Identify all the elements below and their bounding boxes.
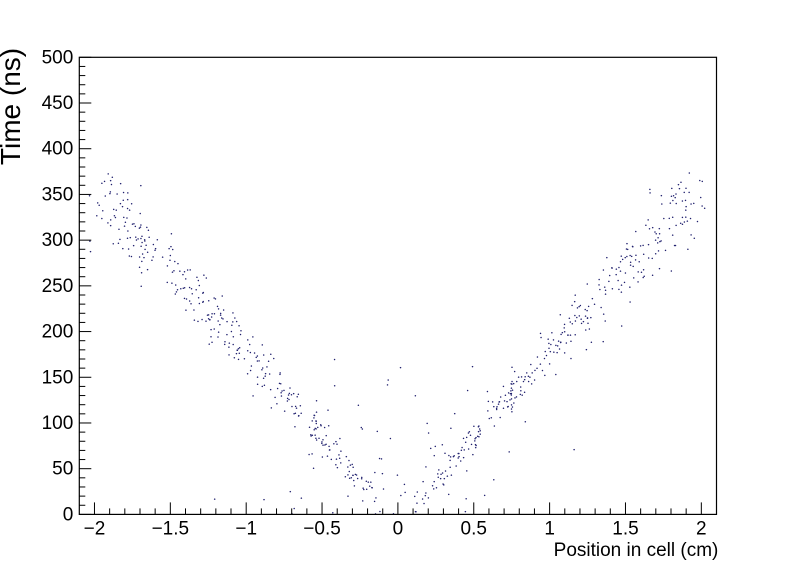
svg-text:1.5: 1.5 bbox=[612, 518, 638, 539]
svg-text:200: 200 bbox=[42, 322, 74, 343]
svg-text:0.5: 0.5 bbox=[461, 518, 487, 539]
svg-text:−1: −1 bbox=[235, 518, 257, 539]
svg-text:Time (ns): Time (ns) bbox=[0, 48, 26, 165]
svg-text:0: 0 bbox=[393, 518, 404, 539]
svg-text:Position in cell (cm): Position in cell (cm) bbox=[554, 540, 719, 561]
svg-text:500: 500 bbox=[42, 47, 74, 68]
svg-text:50: 50 bbox=[52, 459, 73, 480]
svg-text:300: 300 bbox=[42, 230, 74, 251]
svg-text:450: 450 bbox=[42, 93, 74, 114]
svg-text:250: 250 bbox=[42, 276, 74, 297]
svg-text:100: 100 bbox=[42, 413, 74, 434]
svg-text:400: 400 bbox=[42, 139, 74, 160]
svg-text:1: 1 bbox=[544, 518, 555, 539]
svg-text:2: 2 bbox=[696, 518, 707, 539]
svg-text:−1.5: −1.5 bbox=[152, 518, 190, 539]
svg-text:−2: −2 bbox=[84, 518, 106, 539]
svg-text:350: 350 bbox=[42, 184, 74, 205]
svg-text:150: 150 bbox=[42, 367, 74, 388]
svg-text:0: 0 bbox=[63, 504, 74, 525]
svg-text:−0.5: −0.5 bbox=[303, 518, 341, 539]
